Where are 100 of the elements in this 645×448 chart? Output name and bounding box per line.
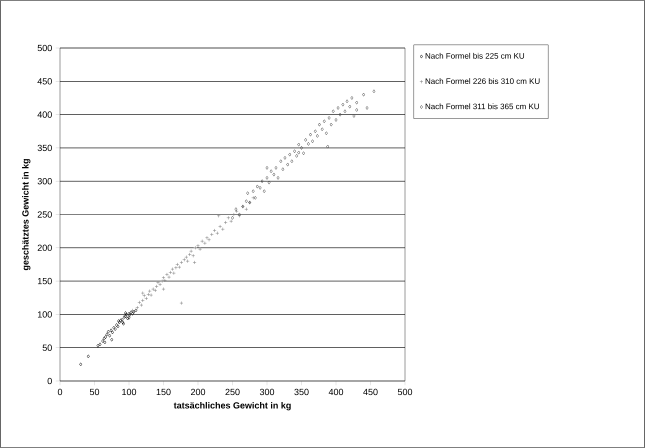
point <box>121 320 124 324</box>
point <box>244 199 248 204</box>
point <box>231 216 234 220</box>
point <box>266 176 268 180</box>
y-tick-label: 300 <box>38 178 52 184</box>
y-tick-label: 100 <box>38 311 52 318</box>
point <box>322 119 326 124</box>
point <box>311 139 314 144</box>
point <box>246 191 250 196</box>
x-tick-label: 350 <box>294 388 309 396</box>
point <box>274 166 278 170</box>
point <box>283 156 286 160</box>
point <box>293 149 296 154</box>
point <box>332 109 335 114</box>
point <box>281 167 284 172</box>
point <box>86 354 90 358</box>
y-tick-label: 50 <box>42 344 52 351</box>
point <box>338 112 342 116</box>
point <box>108 334 112 338</box>
y-tick-label: 250 <box>38 211 52 218</box>
point <box>326 144 330 148</box>
point <box>295 154 298 158</box>
point <box>320 127 324 132</box>
point <box>105 332 108 336</box>
point <box>262 189 266 194</box>
point <box>116 324 120 328</box>
point <box>122 315 126 319</box>
point <box>115 323 118 327</box>
point <box>260 179 264 184</box>
point <box>286 162 290 166</box>
x-tick-label: 100 <box>122 388 136 396</box>
y-tick-label: 200 <box>38 244 52 251</box>
point <box>252 189 255 194</box>
point <box>103 340 106 344</box>
point <box>279 159 282 164</box>
point <box>266 166 268 170</box>
point <box>297 150 300 154</box>
point <box>344 109 346 114</box>
x-tick-label: 150 <box>156 388 171 396</box>
point <box>96 344 100 348</box>
x-tick-label: 450 <box>363 388 378 396</box>
point <box>352 114 356 118</box>
point <box>254 196 257 200</box>
point <box>120 318 124 322</box>
point <box>316 134 319 138</box>
y-tick-label: 450 <box>37 78 52 84</box>
x-tick-label: 300 <box>260 388 274 396</box>
point <box>350 96 354 100</box>
point <box>297 142 300 146</box>
point <box>330 122 333 126</box>
point <box>309 132 312 136</box>
point <box>106 330 110 334</box>
point <box>276 176 280 180</box>
point <box>98 342 102 346</box>
point <box>300 146 303 150</box>
x-tick-label: 50 <box>90 388 100 396</box>
point <box>355 108 358 112</box>
point <box>110 330 114 334</box>
point <box>314 129 317 134</box>
y-axis-title: geschätztes Gewicht in kg <box>22 159 30 270</box>
y-tick-label: 150 <box>38 278 52 284</box>
point <box>258 186 262 190</box>
point <box>256 184 259 188</box>
point <box>306 142 310 146</box>
point <box>346 99 348 104</box>
x-tick-label: 400 <box>328 388 344 396</box>
point <box>101 339 104 343</box>
x-tick-label: 200 <box>190 388 206 396</box>
point <box>318 122 321 126</box>
point <box>334 118 338 122</box>
y-tick-label: 400 <box>37 111 52 118</box>
point <box>304 138 308 142</box>
point <box>348 104 352 108</box>
point <box>366 106 368 110</box>
y-tick-label: 350 <box>38 144 52 152</box>
point <box>270 169 273 174</box>
point <box>122 322 125 326</box>
y-tick-label: 0 <box>48 378 52 384</box>
point <box>110 338 114 342</box>
x-tick-label: 500 <box>398 388 412 396</box>
point <box>114 327 117 331</box>
point <box>288 152 292 156</box>
point <box>302 151 306 156</box>
point <box>79 362 82 366</box>
point <box>328 116 331 120</box>
point <box>372 89 376 94</box>
point <box>110 328 113 332</box>
y-tick-label: 500 <box>38 44 52 52</box>
x-tick-label: 0 <box>58 388 62 396</box>
point <box>272 172 276 176</box>
point <box>324 131 328 136</box>
point <box>336 106 340 110</box>
point <box>112 326 116 330</box>
point <box>268 180 271 184</box>
point <box>290 159 294 164</box>
point <box>341 102 344 106</box>
point <box>362 92 366 96</box>
point <box>355 100 358 104</box>
point <box>126 316 130 320</box>
x-axis-title: tatsächliches Gewicht in kg <box>174 402 291 410</box>
